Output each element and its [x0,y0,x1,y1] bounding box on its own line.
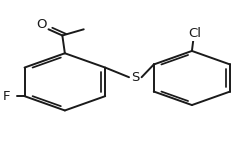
Text: S: S [131,71,139,85]
Text: O: O [36,18,47,31]
Text: F: F [3,90,10,103]
Text: Cl: Cl [187,27,200,40]
